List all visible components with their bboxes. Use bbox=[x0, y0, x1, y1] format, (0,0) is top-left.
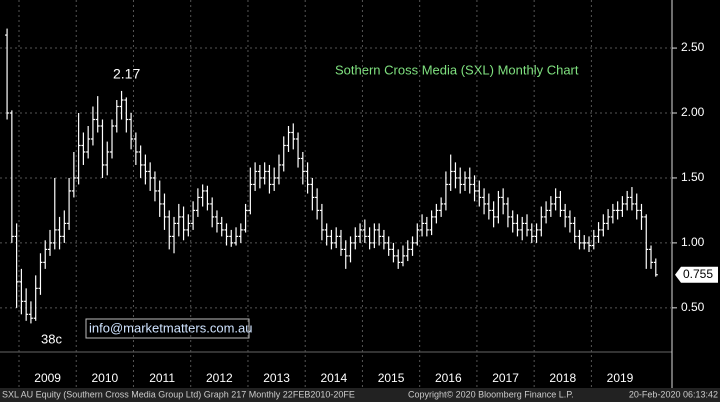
footer-right: 20-Feb-2020 06:13:42 bbox=[629, 389, 718, 399]
annotation-high: 2.17 bbox=[113, 66, 140, 82]
x-tick-label: 2009 bbox=[34, 371, 61, 385]
x-tick-label: 2019 bbox=[607, 371, 634, 385]
x-tick-label: 2015 bbox=[378, 371, 405, 385]
y-tick-label: 2.50 bbox=[681, 40, 705, 54]
footer-left: SXL AU Equity (Southern Cross Media Grou… bbox=[2, 389, 355, 399]
x-tick-label: 2011 bbox=[149, 371, 175, 385]
x-tick-label: 2010 bbox=[92, 371, 119, 385]
annotation-low: 38c bbox=[41, 331, 62, 346]
x-tick-label: 2013 bbox=[263, 371, 290, 385]
x-tick-label: 2012 bbox=[206, 371, 233, 385]
last-price-tag bbox=[675, 266, 718, 283]
y-tick-label: 1.50 bbox=[681, 170, 705, 184]
x-tick-label: 2016 bbox=[435, 371, 462, 385]
footer-center: Copyright© 2020 Bloomberg Finance L.P. bbox=[408, 389, 574, 399]
x-tick-label: 2018 bbox=[549, 371, 576, 385]
y-tick-label: 2.00 bbox=[681, 105, 705, 119]
chart-title: Sothern Cross Media (SXL) Monthly Chart bbox=[335, 62, 579, 77]
y-tick-label: 1.00 bbox=[681, 235, 705, 249]
footer-band bbox=[0, 388, 720, 402]
y-tick-label: 0.50 bbox=[681, 300, 705, 314]
x-tick-label: 2014 bbox=[320, 371, 347, 385]
email-box bbox=[85, 318, 250, 339]
x-tick-label: 2017 bbox=[492, 371, 519, 385]
email: info@marketmatters.com.au bbox=[89, 320, 252, 335]
last-price: 0.755 bbox=[683, 267, 713, 281]
